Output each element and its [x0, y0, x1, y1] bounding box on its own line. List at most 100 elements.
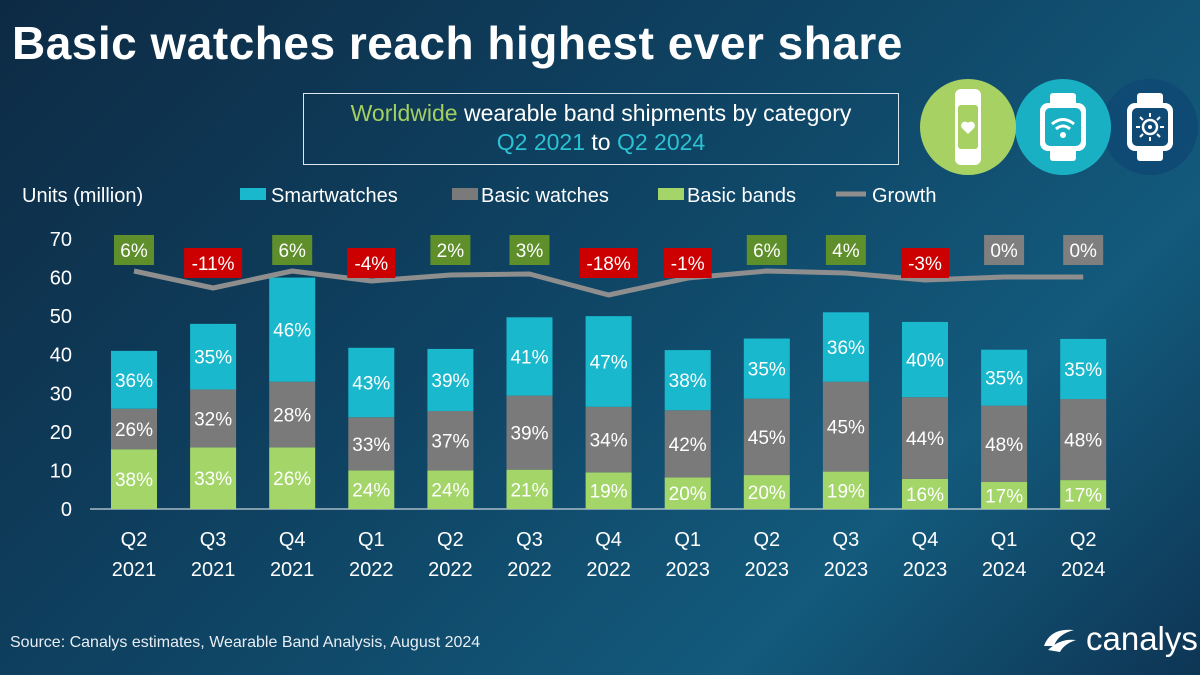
- growth-badge-label: 3%: [516, 241, 544, 262]
- segment-label-smartwatches: 35%: [748, 360, 786, 381]
- growth-badge: [347, 248, 396, 278]
- subtitle-line-1: Worldwide wearable band shipments by cat…: [304, 99, 898, 128]
- segment-label-basic-watches: 34%: [590, 431, 628, 452]
- bar-basic-watches: [981, 405, 1028, 483]
- segment-label-smartwatches: 39%: [431, 371, 469, 392]
- legend-label-smartwatches: Smartwatches: [271, 185, 398, 207]
- segment-label-basic-bands: 20%: [748, 483, 786, 504]
- segment-label-basic-bands: 19%: [827, 481, 865, 502]
- y-axis-label: Units (million): [22, 185, 143, 207]
- bar-smartwatches: [822, 312, 869, 382]
- segment-label-basic-bands: 17%: [1064, 486, 1102, 507]
- growth-badge-label: -18%: [586, 254, 630, 275]
- segment-label-basic-watches: 33%: [352, 435, 390, 456]
- bar-basic-watches: [269, 381, 316, 448]
- y-tick-label: 40: [50, 345, 72, 367]
- bar-basic-bands: [585, 472, 632, 509]
- segment-label-basic-watches: 28%: [273, 406, 311, 427]
- y-tick-label: 10: [50, 460, 72, 482]
- growth-badge-label: 6%: [278, 241, 306, 262]
- bar-basic-bands: [111, 449, 157, 509]
- subtitle-to: to: [585, 129, 617, 155]
- bar-smartwatches: [902, 321, 948, 398]
- growth-badge: [663, 248, 712, 278]
- bar-basic-bands: [1060, 480, 1107, 509]
- x-tick-label-year: 2024: [1061, 559, 1106, 581]
- growth-badge: [901, 248, 949, 278]
- bar-smartwatches: [664, 350, 711, 411]
- x-tick-label-quarter: Q4: [912, 529, 939, 551]
- segment-label-smartwatches: 40%: [906, 351, 944, 372]
- bar-basic-bands: [427, 470, 474, 509]
- segment-label-basic-watches: 42%: [669, 435, 707, 456]
- growth-badge-label: 0%: [1069, 241, 1097, 262]
- x-tick-label-quarter: Q4: [595, 529, 622, 551]
- subtitle-start-period: Q2 2021: [496, 129, 586, 155]
- segment-label-basic-watches: 48%: [1064, 431, 1102, 452]
- bar-smartwatches: [427, 348, 474, 412]
- bar-smartwatches: [190, 323, 237, 390]
- segment-label-basic-bands: 26%: [273, 469, 311, 490]
- segment-label-basic-watches: 45%: [748, 428, 786, 449]
- growth-badge-label: 0%: [990, 241, 1018, 262]
- y-tick-label: 0: [61, 499, 72, 521]
- bar-basic-watches: [585, 406, 632, 473]
- x-tick-label-quarter: Q4: [279, 529, 306, 551]
- brand-name: canalys: [1086, 620, 1198, 657]
- legend-label-basic-bands: Basic bands: [687, 185, 796, 207]
- y-axis-ticks: 0 10 20 30 40 50 60 70: [50, 229, 72, 521]
- growth-badge-label: 2%: [437, 241, 465, 262]
- x-tick-label-year: 2022: [586, 559, 631, 581]
- y-tick-label: 30: [50, 383, 72, 405]
- x-tick-label-year: 2021: [112, 559, 157, 581]
- growth-badges: 6% -11% 6% -4% 2% 3% -18% -1% 6% 4% -3% 0% 0%: [114, 235, 1104, 278]
- chart-title: Basic watches reach highest ever share: [12, 17, 903, 69]
- segment-label-basic-bands: 24%: [352, 481, 390, 502]
- fitness-band-icon: [920, 79, 1016, 175]
- growth-badge: [272, 235, 313, 265]
- growth-badge: [114, 235, 154, 265]
- segment-label-basic-bands: 33%: [194, 469, 232, 490]
- segment-label-smartwatches: 35%: [1064, 360, 1102, 381]
- growth-line-group: [133, 268, 1084, 298]
- bar-basic-watches: [427, 411, 474, 471]
- segment-label-smartwatches: 36%: [827, 338, 865, 359]
- canalys-logo-icon: [1044, 629, 1076, 652]
- legend-label-growth: Growth: [872, 185, 936, 207]
- segment-label-smartwatches: 43%: [352, 373, 390, 394]
- x-tick-label-quarter: Q3: [516, 529, 543, 551]
- x-tick-label-quarter: Q2: [753, 529, 780, 551]
- x-tick-label-quarter: Q3: [200, 529, 227, 551]
- segment-label-basic-watches: 48%: [985, 435, 1023, 456]
- segment-label-basic-bands: 20%: [669, 484, 707, 505]
- bar-smartwatches: [348, 347, 395, 418]
- bar-smartwatches: [1060, 338, 1107, 400]
- growth-line: [133, 268, 1084, 298]
- x-tick-label-year: 2022: [428, 559, 473, 581]
- segment-label-basic-watches: 45%: [827, 418, 865, 439]
- bar-smartwatches: [111, 350, 157, 409]
- legend-swatch-smartwatches: [240, 188, 266, 200]
- x-tick-label-year: 2022: [507, 559, 552, 581]
- bar-basic-bands: [348, 470, 395, 509]
- legend: Smartwatches Basic watches Basic bands G…: [240, 185, 936, 207]
- x-tick-label-quarter: Q1: [358, 529, 385, 551]
- bar-basic-watches: [902, 397, 948, 479]
- subtitle-line-2: Q2 2021 to Q2 2024: [304, 128, 898, 157]
- bar-basic-bands: [981, 482, 1028, 509]
- smartwatch-wifi-icon: [1015, 79, 1111, 175]
- x-tick-label-quarter: Q3: [833, 529, 860, 551]
- bar-basic-bands: [822, 471, 869, 509]
- segment-label-basic-watches: 32%: [194, 409, 232, 430]
- growth-badge: [184, 248, 243, 278]
- segment-labels: 38% 26% 36% 33% 32% 35% 26% 28% 46% 24% 33% 43% 24% 3…: [115, 321, 1102, 508]
- growth-badge-label: 4%: [832, 241, 860, 262]
- x-tick-label-year: 2021: [191, 559, 236, 581]
- growth-badge-label: -11%: [192, 254, 235, 275]
- bar-basic-bands: [902, 478, 948, 509]
- bar-smartwatches: [585, 316, 632, 407]
- subtitle-end-period: Q2 2024: [616, 129, 706, 155]
- segment-label-basic-bands: 16%: [906, 485, 944, 506]
- x-tick-label-year: 2024: [982, 559, 1027, 581]
- bar-basic-bands: [664, 477, 711, 509]
